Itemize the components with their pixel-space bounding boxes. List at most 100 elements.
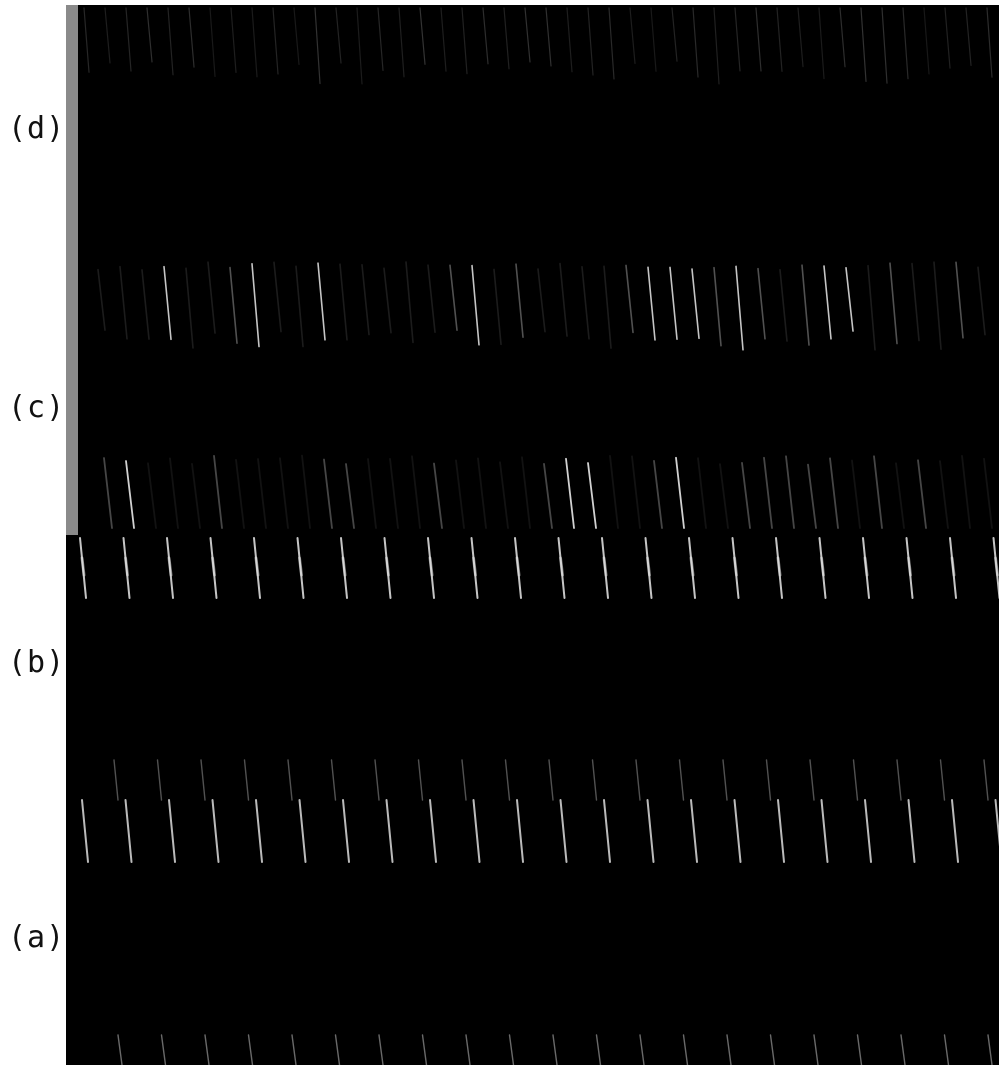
- streak: [211, 799, 220, 863]
- streak: [647, 266, 656, 341]
- streak: [829, 457, 839, 529]
- streak: [587, 7, 594, 76]
- panel-label-d: (d): [8, 111, 66, 146]
- streak: [951, 799, 959, 863]
- streak: [820, 556, 825, 577]
- streak: [779, 268, 788, 342]
- streak: [697, 457, 707, 529]
- streak: [247, 1034, 254, 1065]
- streak: [160, 1034, 167, 1065]
- streak: [287, 759, 293, 801]
- streak: [272, 7, 279, 75]
- streak: [986, 7, 993, 78]
- streak: [374, 759, 380, 801]
- streak: [83, 7, 90, 73]
- streak: [141, 269, 150, 340]
- image-black-area-lower: [66, 535, 999, 1065]
- streak: [860, 7, 867, 83]
- streak: [200, 759, 206, 801]
- streak: [809, 759, 815, 801]
- streak: [314, 7, 321, 85]
- streak: [367, 458, 377, 529]
- streak: [440, 7, 447, 72]
- streak: [298, 799, 307, 863]
- streak: [939, 460, 949, 529]
- streak: [669, 266, 678, 340]
- streak: [566, 7, 573, 73]
- streak: [124, 799, 133, 863]
- streak: [421, 1034, 428, 1065]
- streak: [211, 556, 216, 577]
- streak: [342, 799, 350, 863]
- streak: [80, 556, 86, 577]
- streak: [587, 462, 597, 529]
- streak: [104, 7, 111, 64]
- streak: [689, 556, 695, 577]
- streak: [427, 264, 436, 333]
- streak: [769, 1034, 776, 1065]
- streak: [97, 268, 106, 331]
- streak: [733, 799, 742, 863]
- streak: [301, 454, 311, 529]
- streak: [763, 456, 773, 529]
- streak: [653, 459, 663, 529]
- streak: [515, 556, 521, 577]
- streak: [229, 266, 238, 345]
- streak: [545, 7, 552, 67]
- streak: [939, 759, 946, 801]
- streak: [765, 759, 772, 801]
- streak: [675, 456, 685, 529]
- streak: [524, 7, 531, 63]
- streak: [646, 556, 651, 577]
- streak: [548, 759, 554, 801]
- streak: [911, 262, 920, 342]
- streak: [965, 7, 972, 66]
- streak: [377, 7, 384, 72]
- streak: [317, 262, 326, 341]
- streak: [818, 7, 825, 80]
- streak: [465, 1034, 471, 1065]
- streak: [864, 799, 872, 863]
- streak: [776, 556, 782, 577]
- streak: [635, 759, 641, 801]
- streak: [330, 759, 337, 801]
- streak: [565, 457, 575, 529]
- streak: [168, 799, 176, 863]
- streak: [188, 7, 195, 68]
- streak: [235, 458, 245, 529]
- streak: [690, 799, 698, 863]
- streak: [944, 7, 951, 69]
- streak: [516, 799, 524, 863]
- streak: [726, 1034, 732, 1065]
- streak: [204, 1034, 210, 1065]
- streak: [493, 268, 502, 346]
- streak: [429, 799, 437, 863]
- streak: [895, 462, 905, 529]
- streak: [845, 266, 854, 332]
- streak: [156, 759, 163, 801]
- streak: [334, 1034, 341, 1065]
- streak: [734, 7, 741, 72]
- streak: [147, 462, 157, 529]
- streak: [335, 7, 342, 64]
- streak: [735, 265, 744, 351]
- streak: [461, 7, 468, 75]
- streak: [279, 457, 289, 529]
- streak: [125, 460, 135, 529]
- streak: [455, 459, 465, 529]
- streak: [125, 7, 132, 72]
- streak: [323, 458, 333, 529]
- streak: [472, 556, 477, 577]
- streak: [713, 266, 722, 347]
- streak: [757, 267, 766, 340]
- streak: [167, 556, 173, 577]
- streak: [863, 556, 869, 577]
- streak: [257, 458, 267, 529]
- streak: [254, 556, 260, 577]
- streak: [273, 261, 282, 333]
- streak: [81, 799, 89, 863]
- streak: [917, 459, 927, 529]
- streak: [987, 1034, 993, 1065]
- streak: [405, 261, 414, 344]
